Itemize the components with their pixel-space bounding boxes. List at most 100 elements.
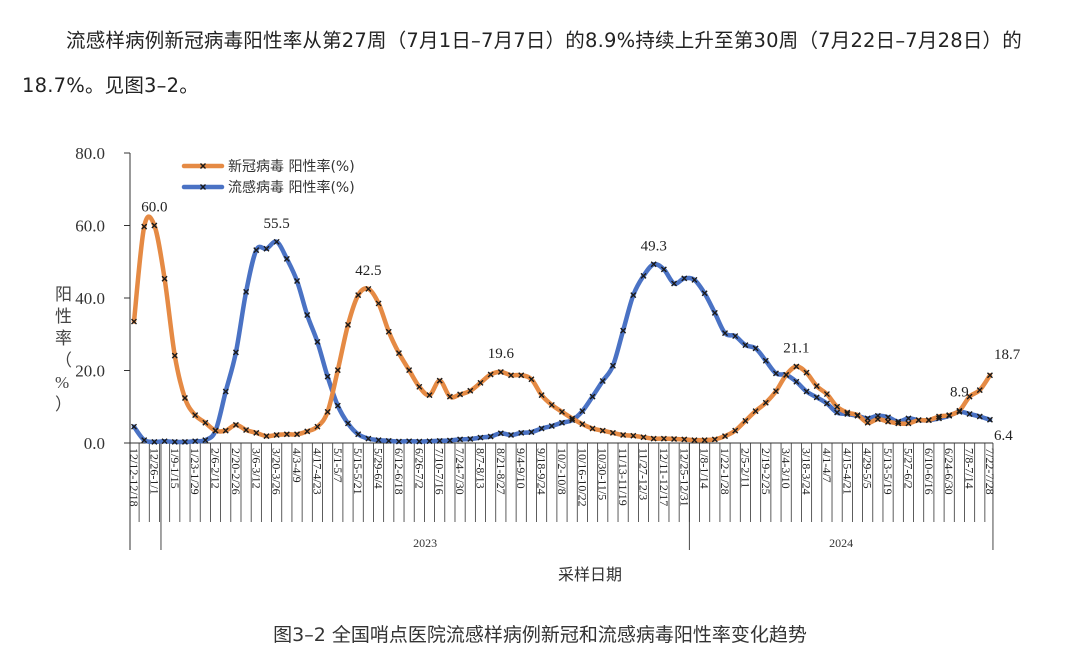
x-tick-label: 12/25-12/31: [677, 448, 691, 507]
figure-caption: 图3–2 全国哨点医院流感样病例新冠和流感病毒阳性率变化趋势: [273, 624, 807, 646]
data-point-marker: [171, 438, 178, 445]
x-tick-label: 10/30-11/5: [596, 448, 610, 500]
x-tick-label: 4/29-5/5: [861, 448, 875, 489]
data-point-marker: [324, 408, 331, 415]
data-point-marker: [701, 290, 708, 297]
data-point-marker: [497, 368, 504, 375]
data-point-marker: [569, 417, 576, 424]
data-point-marker: [732, 333, 739, 340]
y-tick-label: 80.0: [75, 144, 105, 163]
data-point-marker: [732, 427, 739, 434]
data-labels: 55.5 49.3 6.4 60.0 42.5 19.6 21.1 8.9 18.7: [141, 200, 1020, 444]
data-point-marker: [487, 433, 494, 440]
x-tick-label: 8/21-8/27: [494, 448, 508, 495]
data-point-marker: [620, 327, 627, 334]
data-point-marker: [406, 438, 413, 445]
data-point-marker: [548, 401, 555, 408]
data-point-marker: [131, 423, 137, 430]
data-point-marker: [141, 437, 148, 444]
data-point-marker: [467, 387, 474, 394]
data-label: 6.4: [994, 428, 1013, 444]
data-point-marker: [385, 328, 392, 335]
data-point-marker: [263, 245, 270, 252]
data-point-marker: [324, 373, 331, 380]
data-point-marker: [253, 247, 260, 254]
data-point-marker: [365, 435, 372, 442]
x-tick-label: 5/29-6/4: [372, 448, 386, 489]
data-point-marker: [375, 437, 382, 444]
data-point-marker: [395, 438, 402, 445]
data-point-marker: [660, 266, 667, 273]
data-point-marker: [895, 418, 902, 425]
data-point-marker: [518, 372, 525, 379]
data-point-marker: [742, 417, 749, 424]
data-point-marker: [722, 433, 729, 440]
data-point-marker: [762, 399, 769, 406]
x-tick-label: 10/2-10/8: [555, 448, 569, 495]
data-point-marker: [752, 345, 759, 352]
data-point-marker: [355, 431, 362, 438]
data-point-marker: [772, 388, 779, 395]
data-point-marker: [385, 437, 392, 444]
data-point-marker: [844, 409, 851, 416]
legend-label: 新冠病毒 阳性率(%): [228, 158, 355, 175]
data-point-marker: [477, 434, 484, 441]
data-point-marker: [793, 378, 800, 385]
data-point-marker: [518, 429, 525, 436]
x-tick-label: 1/9-1/15: [168, 448, 182, 489]
data-point-marker: [986, 372, 993, 379]
x-tick-label: 6/26-7/2: [412, 448, 426, 489]
data-point-marker: [589, 393, 596, 400]
data-point-marker: [834, 409, 841, 416]
x-tick-label: 2/20-2/26: [229, 448, 243, 495]
data-point-marker: [263, 433, 270, 440]
data-point-marker: [344, 321, 351, 328]
data-point-marker: [375, 300, 382, 307]
data-point-marker: [243, 288, 250, 295]
data-point-marker: [131, 318, 137, 325]
data-point-marker: [528, 376, 535, 383]
y-axis-label: 阳性率（%）: [55, 285, 72, 414]
data-point-marker: [691, 276, 698, 283]
data-point-marker: [508, 432, 515, 439]
data-label: 60.0: [141, 200, 167, 216]
data-point-marker: [936, 413, 943, 420]
data-point-marker: [243, 426, 250, 433]
data-point-marker: [671, 436, 678, 443]
data-point-marker: [487, 371, 494, 378]
data-point-marker: [548, 422, 555, 429]
data-point-marker: [181, 438, 188, 445]
data-point-marker: [426, 392, 433, 399]
data-point-marker: [253, 429, 260, 436]
data-point-marker: [569, 415, 576, 422]
series-lines: [131, 214, 993, 445]
x-tick-label: 9/18-9/24: [535, 448, 549, 495]
x-tick-label: 11/27-12/3: [637, 448, 651, 500]
data-point-marker: [660, 435, 667, 442]
data-point-marker: [599, 378, 606, 385]
y-tick-label: 60.0: [75, 217, 105, 236]
data-point-marker: [650, 261, 657, 268]
x-tick-label: 4/15-4/21: [840, 448, 854, 495]
x-tick-label: 9/4-9/10: [514, 448, 528, 489]
x-tick-label: 2/6-2/12: [209, 448, 223, 489]
legend-marker: [200, 163, 206, 169]
y-tick-label: 20.0: [75, 362, 105, 381]
data-point-marker: [905, 415, 912, 422]
data-point-marker: [803, 388, 810, 395]
data-point-marker: [477, 379, 484, 386]
data-point-marker: [192, 438, 199, 445]
data-point-marker: [681, 275, 688, 282]
x-tick-label: 6/24-6/30: [942, 448, 956, 495]
data-point-marker: [986, 416, 993, 423]
x-tick-label: 1/23-1/29: [188, 448, 202, 495]
data-point-marker: [650, 435, 657, 442]
data-point-marker: [294, 277, 301, 284]
data-point-marker: [579, 408, 586, 415]
data-point-marker: [273, 238, 280, 245]
data-point-marker: [834, 403, 841, 410]
x-tick-label: 4/3-4/9: [290, 448, 304, 483]
data-point-marker: [416, 383, 423, 390]
data-point-marker: [701, 437, 708, 444]
